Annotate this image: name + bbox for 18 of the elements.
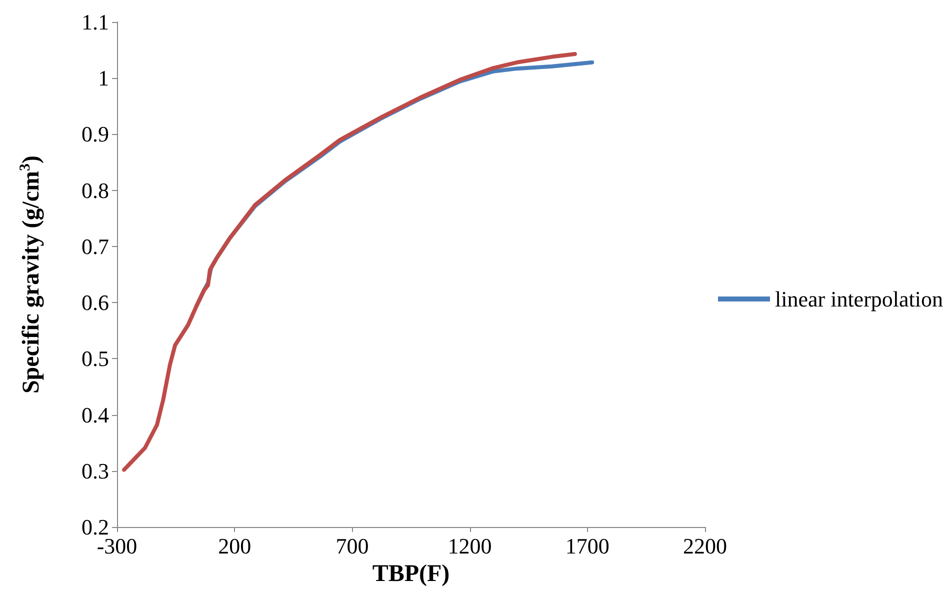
x-tick-label: 1200 [448, 534, 492, 558]
y-tick-label: 0.3 [82, 458, 109, 484]
x-tick-label: 1700 [565, 534, 610, 558]
y-tick-label: 0.7 [82, 234, 109, 259]
y-tick-label: 0.8 [82, 178, 109, 203]
x-tick-label: 2200 [683, 534, 727, 558]
y-tick-label: 0.5 [82, 346, 109, 372]
y-tick-label: 0.4 [82, 402, 109, 428]
y-tick-label: 1 [98, 66, 109, 91]
y-axis-title: Specific gravity (g/cm3) [18, 155, 44, 394]
legend-label: linear interpolation [775, 286, 944, 312]
x-axis-title: TBP(F) [372, 560, 450, 587]
line-series [122, 52, 577, 472]
y-tick-label: 1.1 [82, 10, 109, 34]
x-tick-label: 200 [218, 534, 252, 558]
y-tick-label: 0.6 [82, 290, 109, 316]
y-tick-label: 0.9 [82, 122, 109, 147]
x-tick-label: 700 [336, 534, 369, 558]
